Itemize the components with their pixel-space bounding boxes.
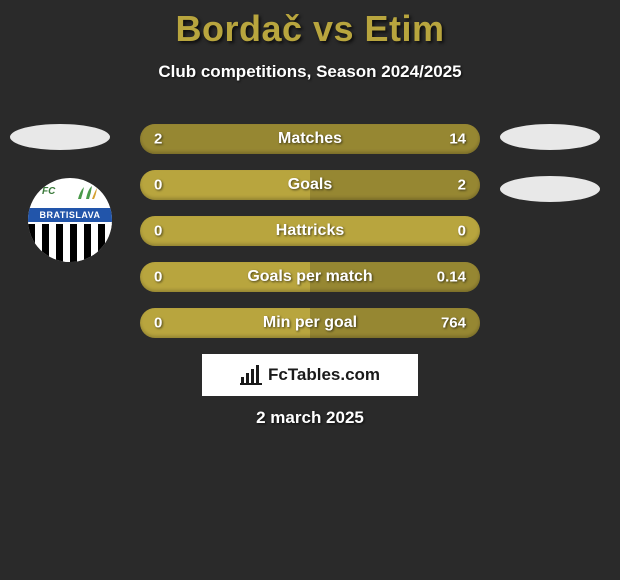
bar-fill-right <box>310 170 480 200</box>
comparison-card: Bordač vs Etim Club competitions, Season… <box>0 0 620 580</box>
stat-value-left: 0 <box>154 269 162 286</box>
player1-badge-placeholder <box>10 124 110 150</box>
stat-label: Goals <box>288 176 332 194</box>
stat-label: Goals per match <box>247 268 372 286</box>
branding-box: FcTables.com <box>202 354 418 396</box>
stat-value-right: 14 <box>449 131 466 148</box>
stat-label: Hattricks <box>276 222 344 240</box>
stat-value-right: 764 <box>441 315 466 332</box>
stat-bar: 2 14 Matches <box>140 124 480 154</box>
stat-label: Min per goal <box>263 314 357 332</box>
player1-club-badge: BRATISLAVA FC <box>28 178 112 262</box>
ellipse-icon <box>10 124 110 150</box>
stat-label: Matches <box>278 130 342 148</box>
stat-value-left: 0 <box>154 223 162 240</box>
stat-value-right: 0 <box>458 223 466 240</box>
stat-value-left: 0 <box>154 177 162 194</box>
page-title: Bordač vs Etim <box>0 0 620 50</box>
subtitle: Club competitions, Season 2024/2025 <box>0 62 620 82</box>
player2-badge-placeholder-2 <box>500 176 600 202</box>
stat-bar: 0 0 Hattricks <box>140 216 480 246</box>
stat-bar: 0 0.14 Goals per match <box>140 262 480 292</box>
stat-value-left: 2 <box>154 131 162 148</box>
club-fc-text: FC <box>42 186 55 197</box>
stat-bar: 0 764 Min per goal <box>140 308 480 338</box>
player2-badge-placeholder-1 <box>500 124 600 150</box>
stat-bar: 0 2 Goals <box>140 170 480 200</box>
ellipse-icon <box>500 176 600 202</box>
ellipse-icon <box>500 124 600 150</box>
stat-value-right: 0.14 <box>437 269 466 286</box>
stat-value-right: 2 <box>458 177 466 194</box>
branding-text: FcTables.com <box>268 365 380 385</box>
stat-value-left: 0 <box>154 315 162 332</box>
stats-bars: 2 14 Matches 0 2 Goals 0 0 Hattricks 0 0.14 Goals p… <box>140 124 480 354</box>
club-crest-icon: BRATISLAVA FC <box>28 178 112 262</box>
footer-date: 2 march 2025 <box>256 408 364 428</box>
leaves-icon <box>76 185 98 201</box>
chart-bars-icon <box>240 365 264 385</box>
club-banner-text: BRATISLAVA <box>28 208 112 222</box>
